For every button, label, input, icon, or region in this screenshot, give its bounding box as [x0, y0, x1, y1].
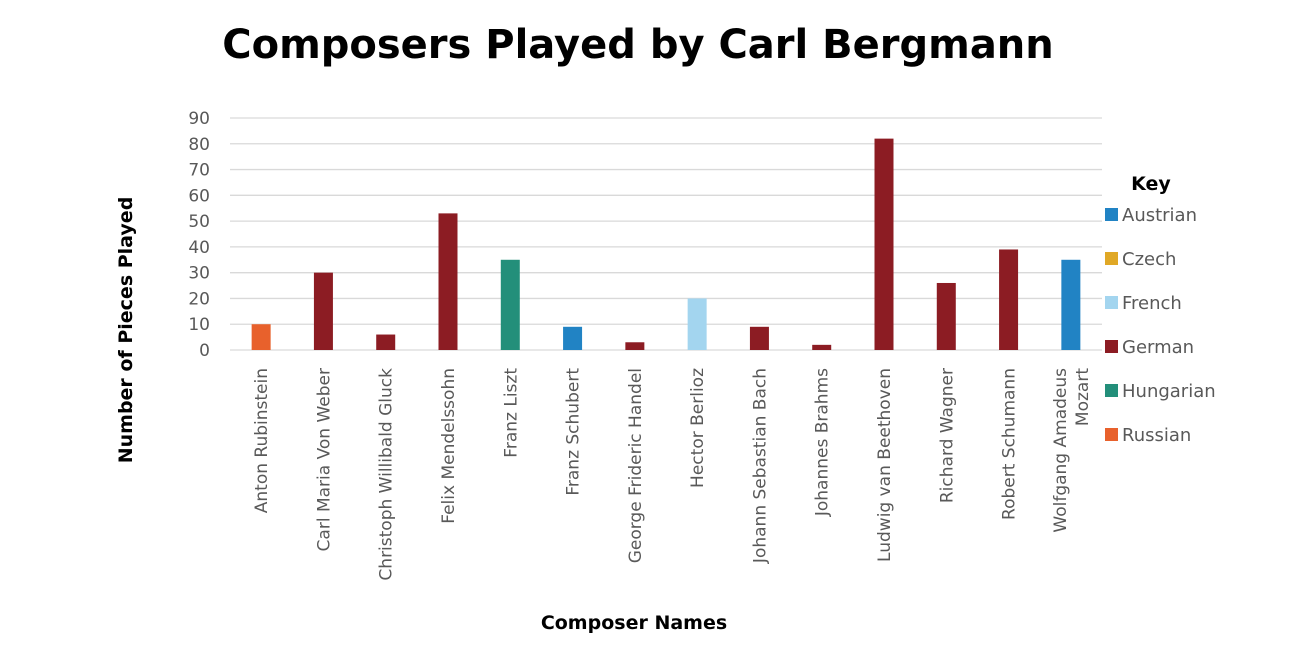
y-tick-label: 30 — [188, 264, 210, 284]
y-tick-label: 70 — [188, 161, 210, 181]
legend-swatch — [1105, 384, 1118, 397]
y-tick-label: 40 — [188, 238, 210, 258]
x-tick-label: Anton Rubinstein — [252, 368, 272, 513]
x-tick-label: Hector Berlioz — [688, 368, 708, 488]
y-tick-label: 80 — [188, 135, 210, 155]
chart-title: Composers Played by Carl Bergmann — [222, 22, 1054, 68]
x-tick-label-line: Mozart — [1073, 368, 1093, 426]
x-axis-title: Composer Names — [541, 612, 727, 634]
legend-label: Hungarian — [1122, 381, 1216, 402]
x-tick-label: Felix Mendelssohn — [439, 368, 459, 524]
legend-title: Key — [1131, 173, 1171, 195]
x-tick-label-line: Franz Schubert — [564, 368, 584, 496]
x-tick-label: Ludwig van Beethoven — [875, 368, 895, 562]
legend-swatch — [1105, 252, 1118, 265]
x-tick-label-line: Ludwig van Beethoven — [875, 368, 895, 562]
legend: Key Austrian Czech French German Hungarian Ru… — [1105, 173, 1216, 446]
x-tick-label-line: Anton Rubinstein — [252, 368, 272, 513]
bar — [687, 298, 707, 350]
x-tick-label: Johannes Brahms — [813, 368, 833, 517]
x-tick-label-line: Christoph Willibald Gluck — [377, 368, 397, 581]
x-tick-label: Wolfgang Amadeus Mozart — [1051, 368, 1093, 533]
x-tick-label: Franz Liszt — [501, 368, 521, 458]
x-tick-label-line: Carl Maria Von Weber — [314, 368, 334, 551]
x-tick-label: George Frideric Handel — [626, 368, 646, 563]
y-tick-label: 50 — [188, 212, 210, 232]
bar — [376, 334, 396, 350]
bar — [936, 282, 956, 350]
bar — [1061, 259, 1081, 350]
legend-swatch — [1105, 340, 1118, 353]
bar — [625, 342, 645, 350]
legend-swatch — [1105, 296, 1118, 309]
x-tick-label-line: George Frideric Handel — [626, 368, 646, 563]
x-tick-label: Robert Schumann — [1000, 368, 1020, 520]
bar — [874, 138, 894, 350]
bar — [500, 259, 520, 350]
x-tick-label-line: Franz Liszt — [501, 368, 521, 458]
legend-label: German — [1122, 337, 1194, 358]
bar — [812, 344, 832, 350]
bar — [438, 213, 458, 350]
legend-label: Austrian — [1122, 205, 1197, 226]
y-tick-label: 90 — [188, 109, 210, 129]
gridlines — [230, 117, 1102, 351]
x-tick-label: Richard Wagner — [937, 368, 957, 503]
x-tick-label: Johann Sebastian Bach — [750, 368, 770, 564]
x-axis-ticks: Anton Rubinstein Carl Maria Von Weber Chri… — [252, 368, 1093, 581]
y-tick-label: 10 — [188, 315, 210, 335]
y-tick-label: 0 — [199, 341, 210, 361]
x-tick-label-line: Wolfgang Amadeus — [1051, 368, 1071, 533]
x-tick-label-line: Richard Wagner — [937, 368, 957, 503]
legend-label: Czech — [1122, 249, 1176, 270]
y-tick-label: 20 — [188, 289, 210, 309]
x-tick-label-line: Johann Sebastian Bach — [750, 368, 770, 564]
bars — [251, 138, 1081, 350]
x-tick-label-line: Robert Schumann — [1000, 368, 1020, 520]
bar — [313, 272, 333, 350]
x-tick-label-line: Hector Berlioz — [688, 368, 708, 488]
y-axis-title: Number of Pieces Played — [115, 197, 137, 464]
x-tick-label-line: Felix Mendelssohn — [439, 368, 459, 524]
bar — [749, 326, 769, 350]
y-tick-label: 60 — [188, 186, 210, 206]
y-axis-ticks: 0 10 20 30 40 50 60 70 80 90 — [188, 109, 210, 361]
x-tick-label: Christoph Willibald Gluck — [377, 368, 397, 581]
legend-swatch — [1105, 208, 1118, 221]
legend-label: French — [1122, 293, 1182, 314]
bar — [563, 326, 583, 350]
x-tick-label: Carl Maria Von Weber — [314, 368, 334, 551]
legend-swatch — [1105, 428, 1118, 441]
bar — [999, 249, 1019, 350]
x-tick-label-line: Johannes Brahms — [813, 368, 833, 517]
legend-label: Russian — [1122, 425, 1191, 446]
x-tick-label: Franz Schubert — [564, 368, 584, 496]
bar — [251, 324, 271, 350]
